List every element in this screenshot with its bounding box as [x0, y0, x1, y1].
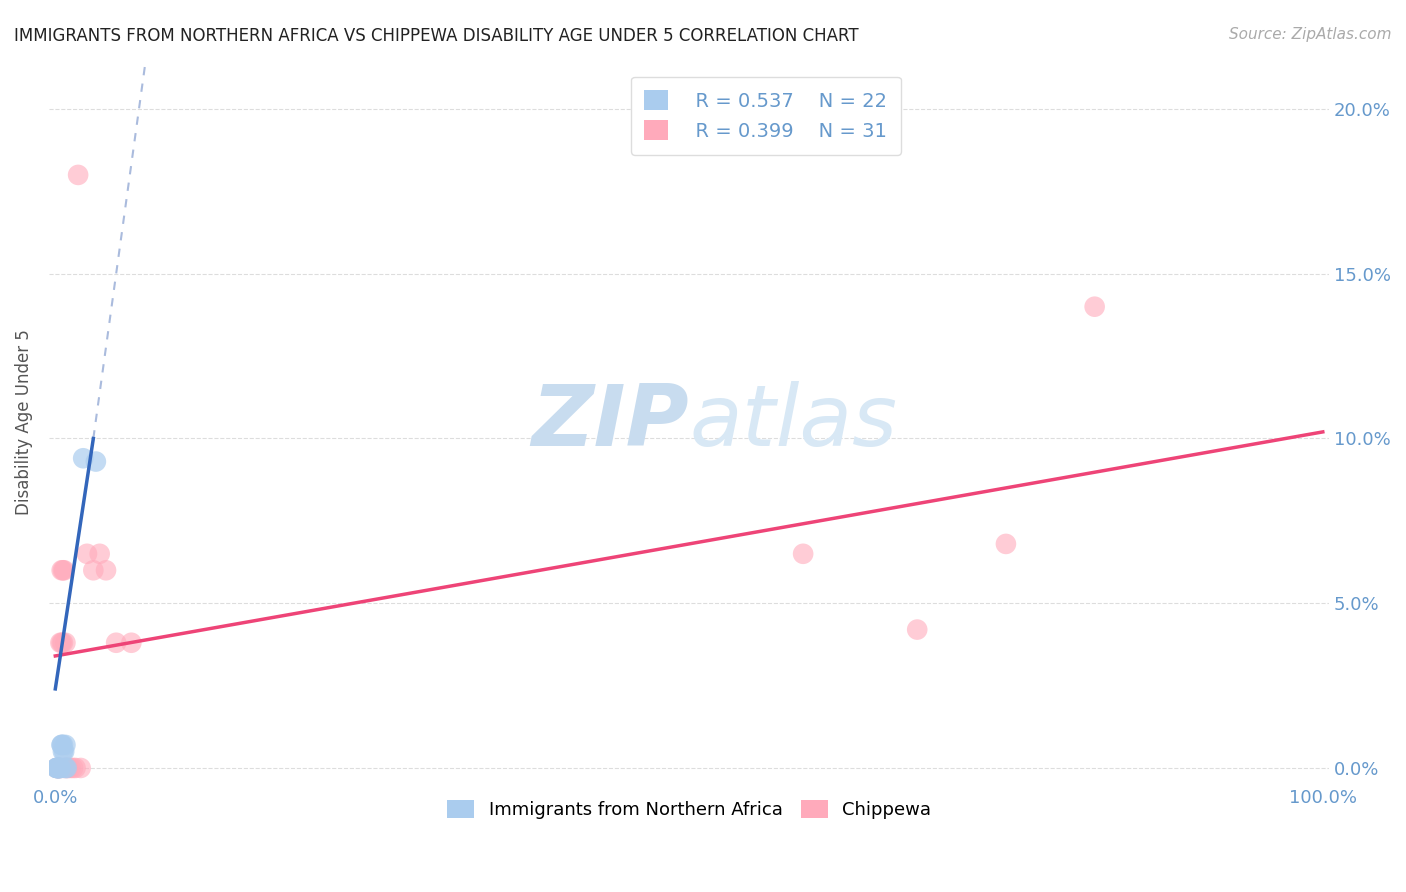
Point — [52, 563, 75, 577]
Point — [56, 761, 79, 775]
Point — [46, 761, 69, 775]
Point — [52, 636, 75, 650]
Point — [82, 563, 104, 577]
Point — [45, 761, 67, 775]
Point — [45, 761, 67, 775]
Point — [105, 636, 128, 650]
Point — [45, 761, 67, 775]
Point — [55, 636, 77, 650]
Point — [48, 761, 70, 775]
Point — [48, 761, 70, 775]
Point — [51, 636, 73, 650]
Point — [84, 454, 107, 468]
Point — [45, 761, 67, 775]
Point — [94, 563, 117, 577]
Text: Source: ZipAtlas.com: Source: ZipAtlas.com — [1229, 27, 1392, 42]
Point — [46, 761, 69, 775]
Point — [46, 761, 69, 775]
Point — [994, 537, 1017, 551]
Point — [89, 547, 111, 561]
Point — [51, 738, 73, 752]
Point — [51, 563, 73, 577]
Legend: Immigrants from Northern Africa, Chippewa: Immigrants from Northern Africa, Chippew… — [440, 792, 938, 826]
Point — [46, 761, 69, 775]
Text: atlas: atlas — [689, 381, 897, 464]
Point — [72, 451, 94, 466]
Point — [51, 738, 73, 752]
Point — [53, 563, 76, 577]
Point — [1084, 300, 1107, 314]
Point — [49, 636, 72, 650]
Point — [55, 761, 77, 775]
Point — [62, 761, 84, 775]
Point — [55, 738, 77, 752]
Y-axis label: Disability Age Under 5: Disability Age Under 5 — [15, 329, 32, 515]
Point — [55, 761, 77, 775]
Point — [55, 761, 77, 775]
Point — [76, 547, 98, 561]
Text: IMMIGRANTS FROM NORTHERN AFRICA VS CHIPPEWA DISABILITY AGE UNDER 5 CORRELATION C: IMMIGRANTS FROM NORTHERN AFRICA VS CHIPP… — [14, 27, 859, 45]
Point — [48, 761, 70, 775]
Point — [792, 547, 814, 561]
Point — [52, 738, 75, 752]
Point — [53, 744, 76, 758]
Point — [49, 761, 72, 775]
Point — [67, 168, 90, 182]
Point — [69, 761, 91, 775]
Point — [46, 761, 69, 775]
Point — [48, 761, 70, 775]
Point — [65, 761, 87, 775]
Point — [49, 761, 72, 775]
Point — [905, 623, 928, 637]
Text: ZIP: ZIP — [531, 381, 689, 464]
Point — [46, 761, 69, 775]
Point — [120, 636, 142, 650]
Point — [52, 744, 75, 758]
Point — [53, 761, 76, 775]
Point — [48, 761, 70, 775]
Point — [49, 761, 72, 775]
Point — [59, 761, 82, 775]
